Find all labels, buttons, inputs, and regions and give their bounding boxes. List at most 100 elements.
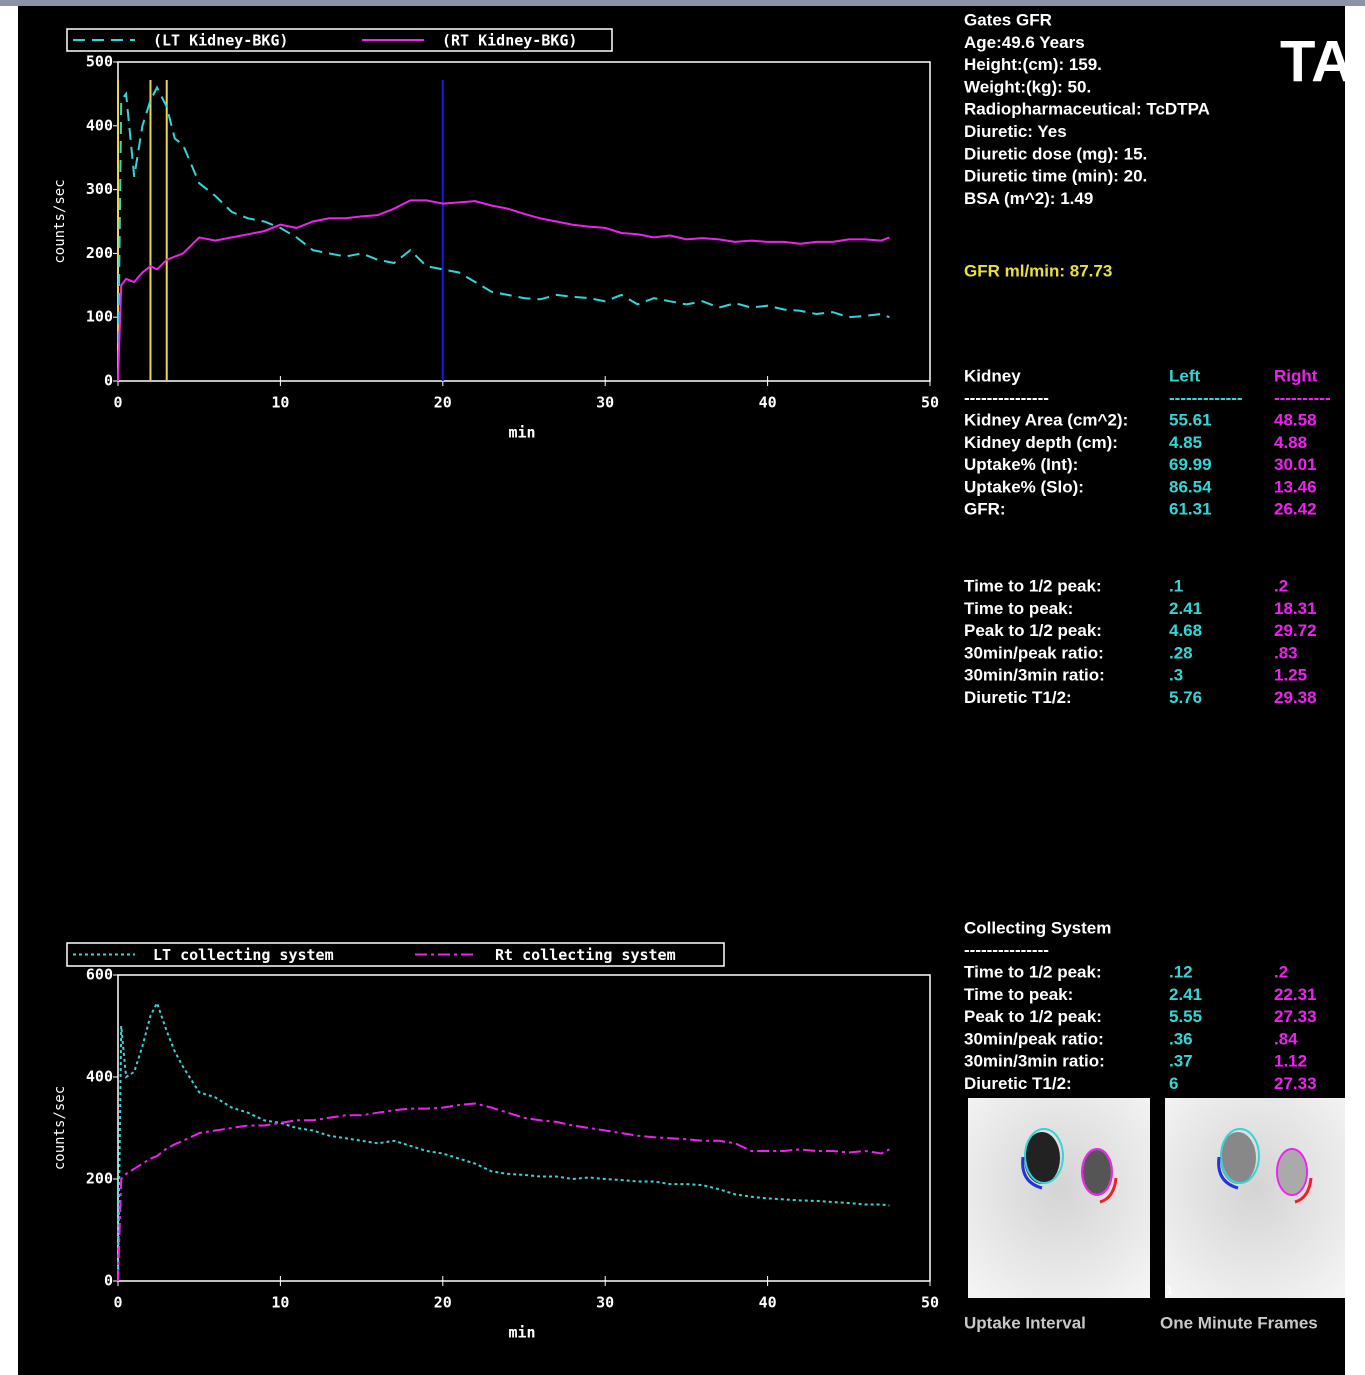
info-line: Radiopharmaceutical: TcDTPA <box>964 100 1210 119</box>
y-tick-label: 0 <box>104 372 113 390</box>
info-line: BSA (m^2): 1.49 <box>964 189 1093 208</box>
y-tick-label: 300 <box>86 180 113 198</box>
table-cell: .1 <box>1169 576 1183 595</box>
table-cell: 22.31 <box>1274 985 1317 1004</box>
table-rule: --------------- <box>964 388 1049 407</box>
table-cell: Uptake% (Int): <box>964 455 1078 474</box>
table-cell: Peak to 1/2 peak: <box>964 621 1102 640</box>
x-tick-label: 20 <box>434 394 452 412</box>
table-cell: Uptake% (Slo): <box>964 477 1084 496</box>
info-line: Height:(cm): 159. <box>964 55 1102 74</box>
table-cell: .12 <box>1169 962 1193 981</box>
legend-label: (LT Kidney-BKG) <box>153 32 288 50</box>
table-cell: 1.25 <box>1274 666 1307 685</box>
table-cell: 6 <box>1169 1074 1178 1093</box>
image-caption: Uptake Interval <box>964 1313 1086 1332</box>
legend-label: LT collecting system <box>153 946 334 964</box>
table-cell: 26.42 <box>1274 500 1317 519</box>
x-tick-label: 50 <box>921 394 939 412</box>
table-cell: .36 <box>1169 1029 1193 1048</box>
x-tick-label: 10 <box>271 394 289 412</box>
table-cell: 1.12 <box>1274 1052 1307 1071</box>
legend-label: Rt collecting system <box>495 946 676 964</box>
image-caption: One Minute Frames <box>1160 1313 1318 1332</box>
table-cell: 30.01 <box>1274 455 1317 474</box>
info-line: Diuretic: Yes <box>964 122 1067 141</box>
frame-label: 1 <box>1166 1283 1173 1297</box>
table-cell: Kidney Area (cm^2): <box>964 410 1128 429</box>
table-cell: 69.99 <box>1169 455 1212 474</box>
y-tick-label: 200 <box>86 1170 113 1188</box>
table-header: Left <box>1169 366 1201 385</box>
table-header: Kidney <box>964 366 1021 385</box>
table-cell: 30min/3min ratio: <box>964 1052 1105 1071</box>
x-axis-label: min <box>508 424 535 442</box>
table-cell: Time to peak: <box>964 985 1073 1004</box>
screen: 010020030040050001020304050mincounts/sec… <box>0 0 1365 1375</box>
table-cell: 5.55 <box>1169 1007 1202 1026</box>
table-cell: 30min/peak ratio: <box>964 1029 1104 1048</box>
y-tick-label: 400 <box>86 1068 113 1086</box>
table-rule: --------------- <box>964 940 1049 959</box>
table-cell: 2.41 <box>1169 599 1202 618</box>
table-cell: 27.33 <box>1274 1007 1317 1026</box>
table-cell: Diuretic T1/2: <box>964 688 1072 707</box>
x-tick-label: 40 <box>759 394 777 412</box>
table-cell: 13.46 <box>1274 477 1317 496</box>
scan-uptake <box>968 1098 1150 1298</box>
y-tick-label: 600 <box>86 966 113 984</box>
x-tick-label: 30 <box>596 394 614 412</box>
table-cell: 29.72 <box>1274 621 1317 640</box>
x-tick-label: 50 <box>921 1294 939 1312</box>
table-cell: 55.61 <box>1169 410 1212 429</box>
table-cell: Time to 1/2 peak: <box>964 962 1102 981</box>
table-cell: 4.85 <box>1169 433 1202 452</box>
gfr-total: GFR ml/min: 87.73 <box>964 261 1112 280</box>
table-cell: 2.41 <box>1169 985 1202 1004</box>
table-cell: 48.58 <box>1274 410 1317 429</box>
y-tick-label: 500 <box>86 53 113 71</box>
table-cell: .2 <box>1274 576 1288 595</box>
x-tick-label: 10 <box>271 1294 289 1312</box>
table-header: Right <box>1274 366 1318 385</box>
x-tick-label: 20 <box>434 1294 452 1312</box>
legend-label: (RT Kidney-BKG) <box>442 32 577 50</box>
y-tick-label: 0 <box>104 1272 113 1290</box>
table-cell: .37 <box>1169 1052 1193 1071</box>
table-title: Collecting System <box>964 918 1111 937</box>
left-margin <box>0 0 18 1375</box>
y-axis-label: counts/sec <box>52 179 68 263</box>
table-cell: 29.38 <box>1274 688 1317 707</box>
info-line: Weight:(kg): 50. <box>964 77 1091 96</box>
table-cell: .28 <box>1169 643 1193 662</box>
x-tick-label: 0 <box>113 394 122 412</box>
table-cell: 61.31 <box>1169 500 1212 519</box>
big-label: TA <box>1280 29 1353 94</box>
top-strip <box>0 0 1365 6</box>
x-axis-label: min <box>508 1324 535 1342</box>
table-rule: ------------- <box>1169 388 1243 407</box>
x-tick-label: 30 <box>596 1294 614 1312</box>
scan-frames <box>1165 1098 1345 1298</box>
table-cell: .2 <box>1274 962 1288 981</box>
table-cell: Diuretic T1/2: <box>964 1074 1072 1093</box>
table-cell: 27.33 <box>1274 1074 1317 1093</box>
table-cell: 30min/3min ratio: <box>964 666 1105 685</box>
y-axis-label: counts/sec <box>52 1086 68 1170</box>
x-tick-label: 0 <box>113 1294 122 1312</box>
table-cell: 4.68 <box>1169 621 1202 640</box>
table-cell: 86.54 <box>1169 477 1212 496</box>
table-cell: 4.88 <box>1274 433 1307 452</box>
y-tick-label: 400 <box>86 116 113 134</box>
x-tick-label: 40 <box>759 1294 777 1312</box>
table-cell: Kidney depth (cm): <box>964 433 1118 452</box>
table-rule: ---------- <box>1274 388 1331 407</box>
table-cell: .3 <box>1169 666 1183 685</box>
table-cell: Peak to 1/2 peak: <box>964 1007 1102 1026</box>
table-cell: .83 <box>1274 643 1298 662</box>
table-cell: Time to peak: <box>964 599 1073 618</box>
y-tick-label: 200 <box>86 244 113 262</box>
background <box>0 0 1365 1375</box>
table-cell: 30min/peak ratio: <box>964 643 1104 662</box>
y-tick-label: 100 <box>86 308 113 326</box>
